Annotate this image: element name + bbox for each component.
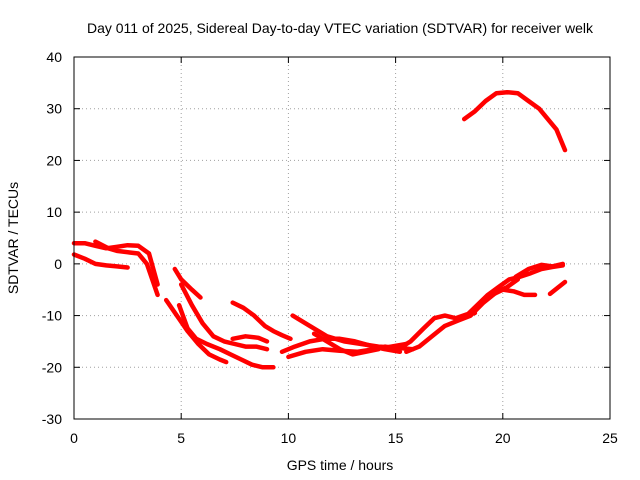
y-tick-label: 40 [46, 49, 62, 65]
y-tick-label: 30 [46, 101, 62, 117]
data-series-track-h [230, 334, 270, 344]
data-series-track-a [71, 240, 160, 287]
data-series-track-f [163, 297, 229, 365]
x-tick-label: 15 [388, 430, 404, 446]
grid-lines [74, 57, 610, 419]
data-series-track-g [178, 282, 270, 352]
chart-title: Day 011 of 2025, Sidereal Day-to-day VTE… [87, 20, 594, 36]
data-tracks [71, 89, 568, 370]
y-tick-label: 20 [46, 152, 62, 168]
axis-ticks: 0 5 10 15 20 25 -30 -20 -10 0 10 20 30 40 [42, 49, 618, 446]
x-tick-label: 5 [177, 430, 185, 446]
data-series-track-b [71, 252, 130, 270]
data-series-track-r [513, 261, 566, 280]
x-tick-label: 0 [70, 430, 78, 446]
y-tick-label: -10 [42, 308, 62, 324]
x-axis-label: GPS time / hours [287, 457, 394, 473]
data-series-track-c [93, 239, 160, 298]
x-tick-label: 10 [281, 430, 297, 446]
data-series-track-t [461, 89, 568, 153]
data-series-track-d [172, 266, 203, 300]
y-tick-label: -30 [42, 411, 62, 427]
data-series-track-n [382, 310, 478, 352]
data-series-track-m [311, 331, 381, 357]
y-tick-label: 10 [46, 204, 62, 220]
y-axis-label: SDTVAR / TECUs [5, 182, 21, 294]
x-tick-label: 20 [495, 430, 511, 446]
x-tick-label: 25 [602, 430, 618, 446]
plot-frame [73, 56, 611, 420]
y-tick-label: -20 [42, 359, 62, 375]
data-series-track-i [230, 300, 293, 342]
y-tick-label: 0 [54, 256, 62, 272]
data-series-track-s [547, 279, 568, 297]
data-series-track-q [489, 287, 538, 298]
